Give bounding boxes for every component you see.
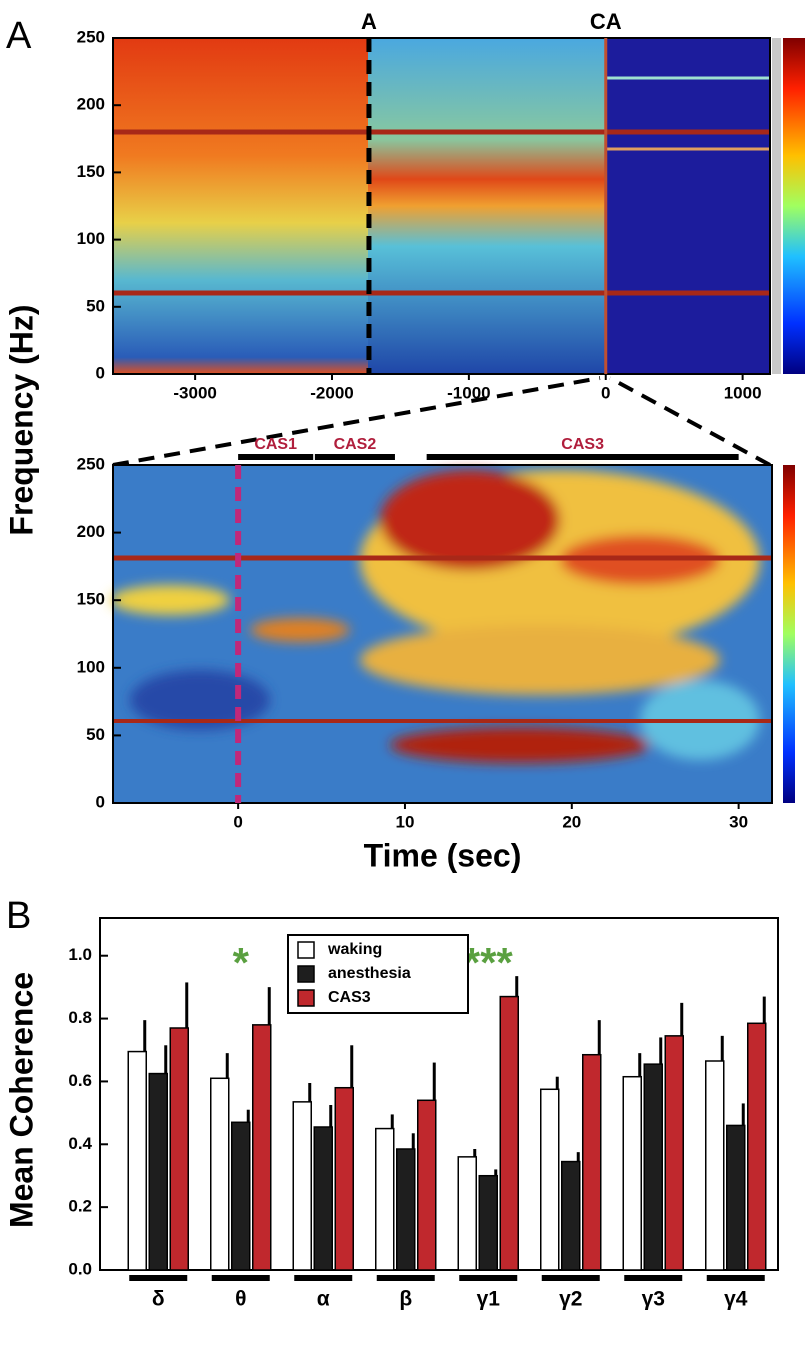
x-tick-label: -3000 xyxy=(173,383,216,402)
y-axis-title: Mean Coherence xyxy=(3,972,39,1228)
y-tick-label: 100 xyxy=(77,229,105,248)
bar xyxy=(561,1160,581,1271)
x-tick-label: γ2 xyxy=(559,1288,582,1311)
y-tick-label: 0.2 xyxy=(68,1197,92,1216)
x-tick-label: 30 xyxy=(729,812,748,831)
legend-swatch xyxy=(297,989,315,1007)
x-tick-label: 10 xyxy=(396,812,415,831)
y-tick-label: 50 xyxy=(86,296,105,315)
bar xyxy=(417,1099,437,1271)
spectrogram-image xyxy=(113,38,805,374)
legend-label: waking xyxy=(327,941,382,958)
bar xyxy=(457,1156,477,1271)
y-tick-label: 1.0 xyxy=(68,945,92,964)
bar xyxy=(148,1072,168,1271)
y-tick-label: 0.4 xyxy=(68,1134,92,1153)
y-tick-label: 200 xyxy=(77,522,105,541)
legend-label: CAS3 xyxy=(328,989,371,1006)
bar xyxy=(252,1024,272,1271)
x-tick-label: γ4 xyxy=(724,1288,748,1311)
bar xyxy=(643,1063,663,1271)
spectrogram-image xyxy=(110,465,795,803)
legend-swatch xyxy=(297,965,315,983)
bar xyxy=(540,1088,560,1271)
x-tick-label: α xyxy=(317,1288,330,1311)
x-tick-label: δ xyxy=(152,1288,165,1311)
bar xyxy=(705,1060,725,1271)
bar xyxy=(292,1101,312,1271)
y-tick-label: 0 xyxy=(96,792,105,811)
span-label: CAS3 xyxy=(561,436,604,453)
plot-frame xyxy=(99,917,779,1271)
x-tick-label: γ3 xyxy=(642,1288,665,1311)
bar xyxy=(313,1126,333,1271)
zoom-line xyxy=(609,376,771,467)
bar xyxy=(582,1053,602,1271)
zoom-line xyxy=(112,376,601,467)
span-label: CAS1 xyxy=(254,436,297,453)
x-tick-label: -2000 xyxy=(310,383,353,402)
y-tick-label: 250 xyxy=(77,454,105,473)
bar xyxy=(396,1148,416,1271)
bar xyxy=(231,1121,251,1271)
significance-marker: *** xyxy=(464,939,514,986)
plot-frame xyxy=(112,37,771,375)
bar xyxy=(478,1174,498,1271)
bar xyxy=(210,1077,230,1271)
y-tick-label: 150 xyxy=(77,162,105,181)
panel-label: B xyxy=(6,895,31,937)
bar xyxy=(747,1022,767,1271)
panel-label: A xyxy=(6,15,32,57)
x-tick-label: 1000 xyxy=(724,383,762,402)
y-tick-label: 0 xyxy=(96,363,105,382)
x-axis-title: Time (sec) xyxy=(364,837,522,873)
y-tick-label: 250 xyxy=(77,27,105,46)
x-tick-label: γ1 xyxy=(477,1288,501,1311)
x-tick-label: β xyxy=(399,1288,412,1311)
x-tick-label: -1000 xyxy=(447,383,490,402)
y-tick-label: 0.8 xyxy=(68,1008,92,1027)
bar xyxy=(499,995,519,1271)
event-label: A xyxy=(361,9,377,34)
x-tick-label: θ xyxy=(235,1288,246,1311)
x-tick-label: 20 xyxy=(562,812,581,831)
legend-label: anesthesia xyxy=(328,965,411,982)
event-label: CA xyxy=(590,9,622,34)
bar xyxy=(334,1086,354,1271)
y-tick-label: 100 xyxy=(77,657,105,676)
x-tick-label: 0 xyxy=(601,383,610,402)
x-tick-label: 0 xyxy=(233,812,242,831)
significance-marker: * xyxy=(233,939,250,986)
y-tick-label: 0.6 xyxy=(68,1071,92,1090)
span-label: CAS2 xyxy=(334,436,377,453)
bar xyxy=(375,1127,395,1271)
y-tick-label: 0.0 xyxy=(68,1259,92,1278)
bar xyxy=(169,1027,189,1271)
y-tick-label: 50 xyxy=(86,725,105,744)
y-tick-label: 200 xyxy=(77,95,105,114)
y-tick-label: 150 xyxy=(77,590,105,609)
bar xyxy=(127,1050,147,1271)
y-axis-title: Frequency (Hz) xyxy=(3,304,39,535)
legend-swatch xyxy=(297,941,315,959)
plot-frame xyxy=(112,464,773,804)
legend-box xyxy=(287,934,469,1014)
bar xyxy=(664,1035,684,1271)
bar xyxy=(622,1075,642,1271)
bar xyxy=(726,1124,746,1271)
